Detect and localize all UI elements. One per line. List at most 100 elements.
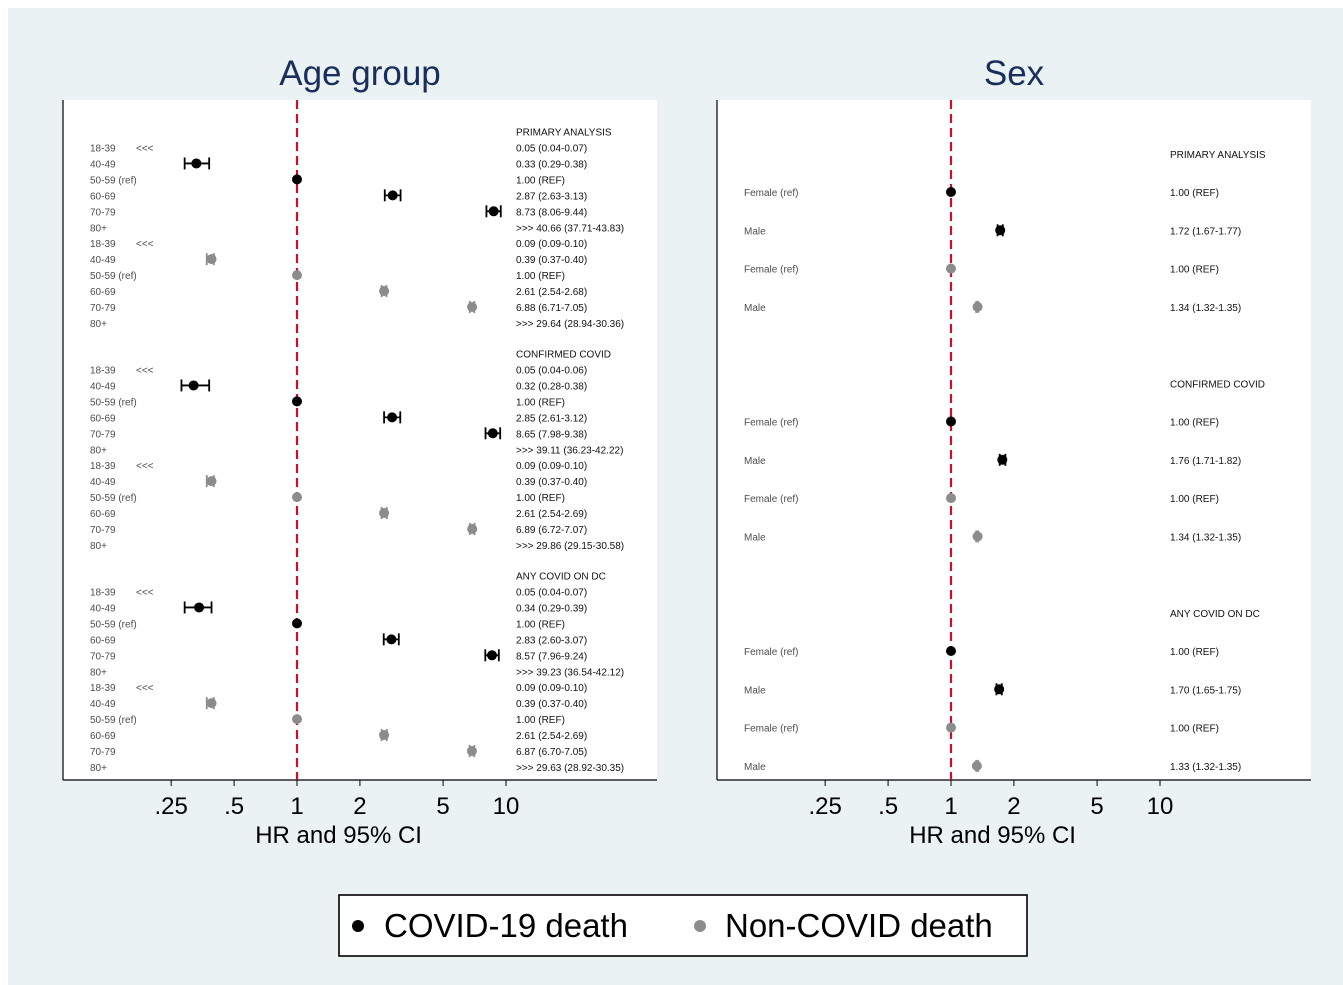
- x-tick-label: 10: [493, 793, 520, 820]
- plot-area: [63, 100, 657, 780]
- hr-ci-text: 1.70 (1.65-1.75): [1170, 685, 1241, 696]
- noncovid-hr-point: [467, 302, 478, 312]
- covid-hr-point: [292, 174, 302, 185]
- noncovid-hr-point: [379, 730, 390, 741]
- row-label: 18-39: [90, 588, 116, 599]
- hr-ci-text: 6.89 (6.72-7.07): [516, 525, 587, 536]
- hr-ci-text: 1.76 (1.71-1.82): [1170, 456, 1241, 467]
- x-axis-title: HR and 95% CI: [909, 822, 1076, 849]
- noncovid-hr-point: [206, 476, 217, 487]
- row-label: Female (ref): [744, 188, 798, 199]
- covid-hr-point: [292, 396, 302, 407]
- noncovid-hr-point: [971, 760, 982, 771]
- row-label: 40-49: [90, 255, 116, 266]
- covid-hr-point: [997, 454, 1008, 465]
- off-scale-arrow: <<<: [136, 683, 154, 694]
- noncovid-hr-point: [946, 493, 956, 504]
- panel-sex: Sex .25 .5 1 2 5 10 HR and 95% CI PRIMARY ANALYS…: [716, 54, 1311, 849]
- row-label: 40-49: [90, 477, 116, 488]
- legend-covid-marker: [352, 920, 364, 932]
- off-scale-arrow: <<<: [136, 588, 154, 599]
- row-label: 50-59 (ref): [90, 397, 137, 408]
- x-tick-label: .5: [878, 793, 898, 820]
- row-label: Male: [744, 762, 766, 773]
- row-label: 80+: [90, 445, 107, 456]
- row-label: 70-79: [90, 651, 116, 662]
- covid-hr-point: [994, 684, 1005, 695]
- x-axis-title: HR and 95% CI: [255, 822, 422, 849]
- hr-ci-text: 0.05 (0.04-0.07): [516, 144, 587, 155]
- noncovid-hr-point: [946, 722, 956, 733]
- plot-area: [717, 100, 1311, 780]
- row-label: 40-49: [90, 603, 116, 614]
- legend-covid-label: COVID-19 death: [384, 907, 628, 944]
- row-label: 70-79: [90, 207, 116, 218]
- row-label: 70-79: [90, 303, 116, 314]
- hr-ci-text: 1.00 (REF): [1170, 188, 1219, 199]
- hr-ci-text: 0.09 (0.09-0.10): [516, 461, 587, 472]
- row-label: 40-49: [90, 699, 116, 710]
- row-label: 80+: [90, 541, 107, 552]
- section-header: PRIMARY ANALYSIS: [516, 128, 612, 139]
- hr-ci-text: 1.34 (1.32-1.35): [1170, 532, 1241, 543]
- covid-hr-point: [995, 225, 1006, 236]
- section-header: CONFIRMED COVID: [1170, 380, 1265, 391]
- hr-ci-text: 1.00 (REF): [516, 493, 565, 504]
- x-tick-label: 2: [1007, 793, 1020, 820]
- hr-ci-text: 0.39 (0.37-0.40): [516, 255, 587, 266]
- legend: COVID-19 death Non-COVID death: [338, 894, 1028, 957]
- x-tick-label: 10: [1147, 793, 1174, 820]
- row-label: 50-59 (ref): [90, 619, 137, 630]
- covid-hr-point: [487, 428, 498, 439]
- hr-ci-text: 1.33 (1.32-1.35): [1170, 762, 1241, 773]
- noncovid-hr-point: [946, 263, 956, 274]
- covid-hr-point: [488, 206, 499, 217]
- covid-hr-point: [387, 412, 398, 423]
- hr-ci-text: 1.00 (REF): [1170, 418, 1219, 429]
- noncovid-hr-point: [206, 254, 217, 265]
- hr-ci-text: 0.09 (0.09-0.10): [516, 239, 587, 250]
- row-label: Female (ref): [744, 724, 798, 735]
- row-label: 18-39: [90, 239, 116, 250]
- row-label: 50-59 (ref): [90, 715, 137, 726]
- hr-ci-text: 6.87 (6.70-7.05): [516, 747, 587, 758]
- row-label: 70-79: [90, 747, 116, 758]
- hr-ci-text: 8.73 (8.06-9.44): [516, 207, 587, 218]
- row-label: 60-69: [90, 191, 116, 202]
- x-tick-label: 5: [1090, 793, 1103, 820]
- row-label: 60-69: [90, 731, 116, 742]
- covid-hr-point: [387, 190, 398, 201]
- x-tick-label: 2: [353, 793, 366, 820]
- x-tick-label: 1: [290, 793, 303, 820]
- hr-ci-text: 1.00 (REF): [1170, 494, 1219, 505]
- covid-hr-point: [946, 416, 956, 427]
- row-label: 80+: [90, 667, 107, 678]
- covid-hr-point: [188, 380, 199, 391]
- hr-ci-text: 6.88 (6.71-7.05): [516, 303, 587, 314]
- section-header: ANY COVID ON DC: [516, 572, 606, 583]
- row-label: Female (ref): [744, 265, 798, 276]
- row-label: 18-39: [90, 683, 116, 694]
- hr-ci-text: 2.61 (2.54-2.69): [516, 731, 587, 742]
- noncovid-hr-point: [466, 746, 477, 756]
- noncovid-hr-point: [379, 508, 390, 519]
- hr-ci-text: 0.05 (0.04-0.06): [516, 366, 587, 377]
- hr-ci-text: 2.61 (2.54-2.68): [516, 287, 587, 298]
- covid-hr-point: [946, 646, 956, 656]
- hr-ci-text: 0.09 (0.09-0.10): [516, 683, 587, 694]
- row-label: Male: [744, 532, 766, 543]
- row-label: 70-79: [90, 525, 116, 536]
- row-label: 70-79: [90, 429, 116, 440]
- panel-age-group: Age group .25 .5 1 2 5 10 HR and 95% CI PRIMARY …: [62, 54, 657, 849]
- noncovid-hr-point: [972, 301, 983, 312]
- hr-ci-text: 1.00 (REF): [516, 271, 565, 282]
- hr-ci-text: 1.34 (1.32-1.35): [1170, 303, 1241, 314]
- covid-hr-point: [486, 650, 497, 661]
- row-label: Female (ref): [744, 494, 798, 505]
- covid-hr-point: [194, 602, 205, 613]
- hr-ci-text: 0.39 (0.37-0.40): [516, 699, 587, 710]
- hr-ci-text: 2.83 (2.60-3.07): [516, 635, 587, 646]
- covid-hr-point: [191, 158, 202, 169]
- hr-ci-text: 2.85 (2.61-3.12): [516, 413, 587, 424]
